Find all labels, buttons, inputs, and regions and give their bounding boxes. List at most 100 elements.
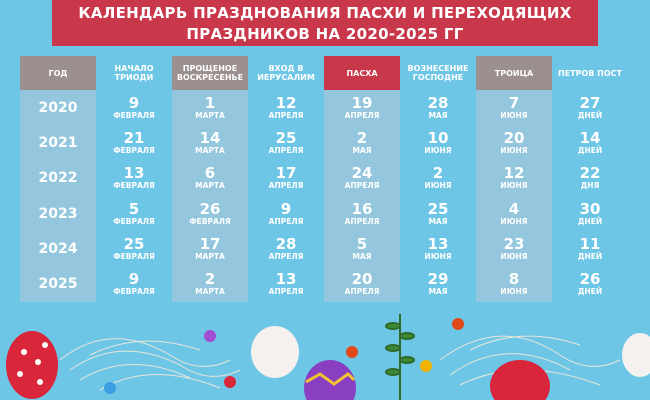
date-unit: ДНЕЙ [577,251,603,261]
column-7: ПЕТРОВ ПОСТ 27 ДНЕЙ 14 ДНЕЙ 22 ДНЯ 30 ДНЕЙ 11 ДНЕЙ… [552,56,628,302]
date-number: 20 [351,270,373,289]
straw-nest-left [59,338,241,391]
column-header: ВХОД В ИЕРУСАЛИМ [257,64,315,82]
date-number: 7 [508,93,520,112]
table-cell: 2020 [20,90,96,125]
column-header: НАЧАЛО ТРИОДИ [114,64,154,82]
column-3: ВХОД В ИЕРУСАЛИМ 12 АПРЕЛЯ 25 АПРЕЛЯ 17 АПРЕЛЯ… [248,56,324,302]
date-number: 26 [199,199,221,218]
date-unit: АПРЕЛЯ [268,145,304,155]
date-number: 21 [123,128,145,147]
column-6: ТРОИЦА 7 ИЮНЯ 20 ИЮНЯ 12 ИЮНЯ 4 ИЮНЯ 23 ИЮНЯ 8 ИЮНЯ [476,56,552,302]
table-cell: 2025 [20,266,96,301]
date-unit: ИЮНЯ [424,251,452,261]
column-header: ПРОЩЕНОЕ ВОСКРЕСЕНЬЕ [172,56,248,90]
date-unit: ФЕВРАЛЯ [189,216,231,226]
table-cell: 14 МАРТА [172,125,248,160]
date-number: 19 [351,93,373,112]
date-unit: АПРЕЛЯ [268,181,304,191]
date-unit: МАРТА [195,145,225,155]
column-header: ВОЗНЕСЕНИЕ ГОСПОДНЕ [407,64,469,82]
table-cell: 19 АПРЕЛЯ [324,90,400,125]
date-number: 11 [579,234,601,253]
table-cell: 30 ДНЕЙ [552,196,628,231]
date-number: 29 [427,270,449,289]
column-header: ПЕТРОВ ПОСТ [558,68,622,78]
table-cell: 23 ИЮНЯ [476,231,552,266]
table-cell: 26 ФЕВРАЛЯ [172,196,248,231]
date-number: 30 [579,199,601,218]
table-cell: 1 МАРТА [172,90,248,125]
date-unit: ФЕВРАЛЯ [113,216,155,226]
red-egg-right [490,360,550,400]
date-unit: ИЮНЯ [500,287,528,297]
table-cell: 29 МАЯ [400,266,476,301]
date-unit: ДНЕЙ [577,110,603,120]
table-cell: 5 МАЯ [324,231,400,266]
table-cell: 8 ИЮНЯ [476,266,552,301]
table-cell: 27 ДНЕЙ [552,90,628,125]
date-number: 16 [351,199,373,218]
table-cell: 20 ИЮНЯ [476,125,552,160]
date-number: 17 [199,234,221,253]
date-unit: АПРЕЛЯ [268,110,304,120]
date-number: 25 [123,234,145,253]
table-cell: 14 ДНЕЙ [552,125,628,160]
table-cell: 12 АПРЕЛЯ [248,90,324,125]
date-unit: ДНЕЙ [577,287,603,297]
date-number: 22 [579,164,601,183]
table-cell: 22 ДНЯ [552,161,628,196]
date-number: 5 [356,234,368,253]
date-number: 6 [204,164,216,183]
red-egg [6,331,58,399]
date-number: 25 [427,199,449,218]
table-cell: 4 ИЮНЯ [476,196,552,231]
column-1: НАЧАЛО ТРИОДИ 9 ФЕВРАЛЯ 21 ФЕВРАЛЯ 13 ФЕВРАЛЯ 5… [96,56,172,302]
table-cell: 26 ДНЕЙ [552,266,628,301]
table-cell: 17 АПРЕЛЯ [248,161,324,196]
table-cell: 9 ФЕВРАЛЯ [96,90,172,125]
easter-eggs-decoration [6,314,650,400]
date-number: 2 [356,128,368,147]
date-number: 10 [427,128,449,147]
table-cell: 13 ИЮНЯ [400,231,476,266]
table-cell: 20 АПРЕЛЯ [324,266,400,301]
table-cell: 13 ФЕВРАЛЯ [96,161,172,196]
table-cell: 21 ФЕВРАЛЯ [96,125,172,160]
date-unit: МАЯ [428,287,448,297]
column-5: ВОЗНЕСЕНИЕ ГОСПОДНЕ 28 МАЯ 10 ИЮНЯ 2 ИЮНЯ 25 МАЯ… [400,56,476,302]
date-unit: МАРТА [195,251,225,261]
table-cell: 13 АПРЕЛЯ [248,266,324,301]
date-unit: ИЮНЯ [500,145,528,155]
date-number: 28 [275,234,297,253]
table-cell: 25 МАЯ [400,196,476,231]
date-unit: ИЮНЯ [500,216,528,226]
table-cell: 2 ИЮНЯ [400,161,476,196]
date-number: 13 [275,270,297,289]
date-unit: ФЕВРАЛЯ [113,181,155,191]
date-number: 4 [508,199,520,218]
date-unit: АПРЕЛЯ [268,287,304,297]
date-unit: ИЮНЯ [500,181,528,191]
table-cell: 2021 [20,125,96,160]
table-cell: 28 АПРЕЛЯ [248,231,324,266]
table-cell: 25 АПРЕЛЯ [248,125,324,160]
page-title: КАЛЕНДАРЬ ПРАЗДНОВАНИЯ ПАСХИ И ПЕРЕХОДЯЩ… [52,0,598,46]
table-cell: 9 ФЕВРАЛЯ [96,266,172,301]
date-unit: ФЕВРАЛЯ [113,287,155,297]
column-4: ПАСХА 19 АПРЕЛЯ 2 МАЯ 24 АПРЕЛЯ 16 АПРЕЛЯ 5 МАЯ 20 А… [324,56,400,302]
table-cell: 2023 [20,196,96,231]
date-unit: ИЮНЯ [424,145,452,155]
date-unit: ФЕВРАЛЯ [113,145,155,155]
date-unit: МАРТА [195,110,225,120]
table-cell: 11 ДНЕЙ [552,231,628,266]
date-unit: ДНЕЙ [577,216,603,226]
date-unit: АПРЕЛЯ [344,110,380,120]
table-cell: 2024 [20,231,96,266]
date-unit: ИЮНЯ [500,251,528,261]
date-number: 28 [427,93,449,112]
year-label: 2023 [38,205,78,222]
white-egg [251,326,299,378]
table-cell: 7 ИЮНЯ [476,90,552,125]
date-unit: АПРЕЛЯ [344,216,380,226]
